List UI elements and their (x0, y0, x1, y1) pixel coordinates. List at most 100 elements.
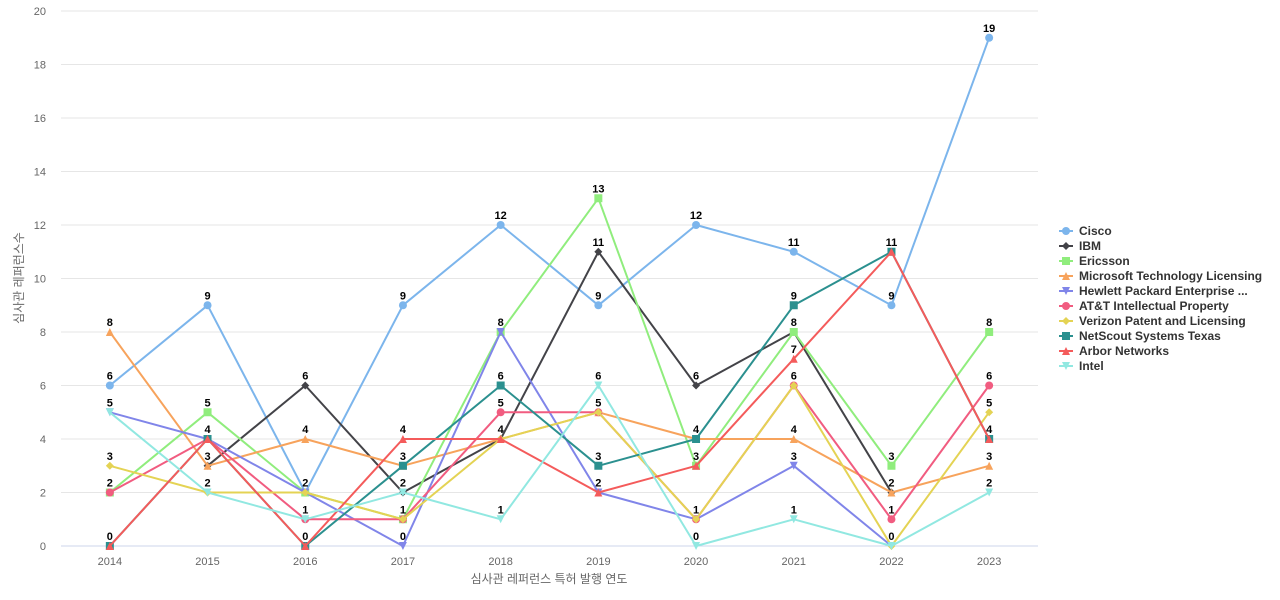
data-label: 19 (983, 23, 995, 35)
data-point (301, 488, 310, 497)
y-tick-label: 20 (34, 6, 46, 18)
data-point (203, 408, 212, 417)
data-label: 0 (888, 531, 894, 543)
data-label: 2 (400, 478, 406, 490)
data-label: 2 (595, 478, 601, 490)
legend-symbol (1062, 272, 1070, 280)
legend-item[interactable]: Hewlett Packard Enterprise ... (1059, 284, 1248, 298)
data-label: 1 (498, 504, 504, 516)
data-label: 4 (204, 424, 211, 436)
data-label: 7 (791, 344, 797, 356)
data-label: 6 (791, 371, 797, 383)
y-tick-label: 4 (40, 434, 46, 446)
y-tick-label: 8 (40, 327, 46, 339)
data-point (692, 542, 701, 550)
y-tick-label: 0 (40, 541, 46, 553)
data-label: 9 (791, 290, 797, 302)
x-tick-label: 2023 (977, 556, 1001, 568)
data-point (398, 435, 407, 443)
legend-item[interactable]: Ericsson (1059, 254, 1130, 268)
y-tick-label: 10 (34, 274, 46, 286)
x-tick-label: 2014 (98, 556, 122, 568)
y-tick-label: 16 (34, 113, 46, 125)
y-tick-label: 2 (40, 488, 46, 500)
y-axis-title: 심사관 레퍼런스수 (12, 232, 26, 324)
data-label: 4 (693, 424, 700, 436)
data-point (789, 381, 798, 390)
legend-item[interactable]: Arbor Networks (1059, 344, 1169, 358)
legend-item[interactable]: IBM (1059, 239, 1101, 253)
legend-label: IBM (1079, 239, 1101, 253)
x-tick-label: 2017 (391, 556, 415, 568)
series-group (105, 247, 994, 550)
data-label: 4 (498, 424, 505, 436)
data-point (692, 381, 701, 390)
data-label: 8 (986, 317, 992, 329)
data-point (496, 435, 505, 443)
series-lines (105, 33, 994, 550)
data-label: 0 (400, 531, 406, 543)
data-point (301, 542, 310, 550)
data-point (301, 435, 310, 443)
data-point (496, 515, 505, 524)
data-point (105, 542, 114, 550)
data-point (594, 381, 603, 390)
data-label: 0 (693, 531, 699, 543)
data-label: 2 (204, 478, 210, 490)
legend-item[interactable]: Cisco (1059, 224, 1112, 238)
data-point (594, 247, 603, 256)
data-label: 6 (498, 371, 504, 383)
y-tick-label: 18 (34, 60, 46, 72)
data-point (985, 33, 994, 42)
data-label: 1 (693, 504, 699, 516)
data-point (105, 328, 114, 336)
data-point (789, 435, 798, 443)
data-label: 8 (791, 317, 797, 329)
data-label: 3 (888, 451, 894, 463)
data-label: 9 (595, 290, 601, 302)
data-label: 1 (400, 504, 406, 516)
x-tick-label: 2020 (684, 556, 708, 568)
data-label: 11 (886, 237, 898, 249)
series-group (105, 381, 994, 524)
data-point (105, 381, 114, 390)
legend-item[interactable]: NetScout Systems Texas (1059, 329, 1221, 343)
x-tick-label: 2022 (879, 556, 903, 568)
data-point (203, 435, 212, 443)
legend-item[interactable]: Microsoft Technology Licensing (1059, 269, 1262, 283)
data-label: 5 (498, 397, 504, 409)
data-label: 0 (302, 531, 308, 543)
data-label: 3 (204, 451, 210, 463)
data-point (496, 328, 505, 336)
legend-item[interactable]: AT&T Intellectual Property (1059, 299, 1229, 313)
data-label: 5 (986, 397, 992, 409)
x-tick-label: 2015 (195, 556, 219, 568)
data-label: 6 (986, 371, 992, 383)
legend-item[interactable]: Intel (1059, 359, 1104, 373)
data-label: 9 (204, 290, 210, 302)
data-point (105, 408, 114, 417)
legend-item[interactable]: Verizon Patent and Licensing (1059, 314, 1246, 328)
data-label: 11 (788, 237, 800, 249)
data-point (496, 408, 505, 417)
data-label: 5 (595, 397, 601, 409)
data-label: 2 (888, 478, 894, 490)
data-point (985, 328, 994, 336)
data-point (398, 461, 407, 470)
data-point (203, 461, 212, 470)
legend-symbol (1062, 317, 1070, 325)
data-label: 5 (107, 397, 113, 409)
y-tick-label: 6 (40, 381, 46, 393)
data-label: 3 (400, 451, 406, 463)
data-point (789, 354, 798, 363)
data-point (789, 461, 798, 470)
data-point (887, 247, 896, 256)
data-label: 11 (593, 237, 605, 249)
x-tick-label: 2019 (586, 556, 610, 568)
data-point (594, 301, 603, 310)
x-tick-label: 2018 (488, 556, 512, 568)
data-point (594, 194, 603, 203)
